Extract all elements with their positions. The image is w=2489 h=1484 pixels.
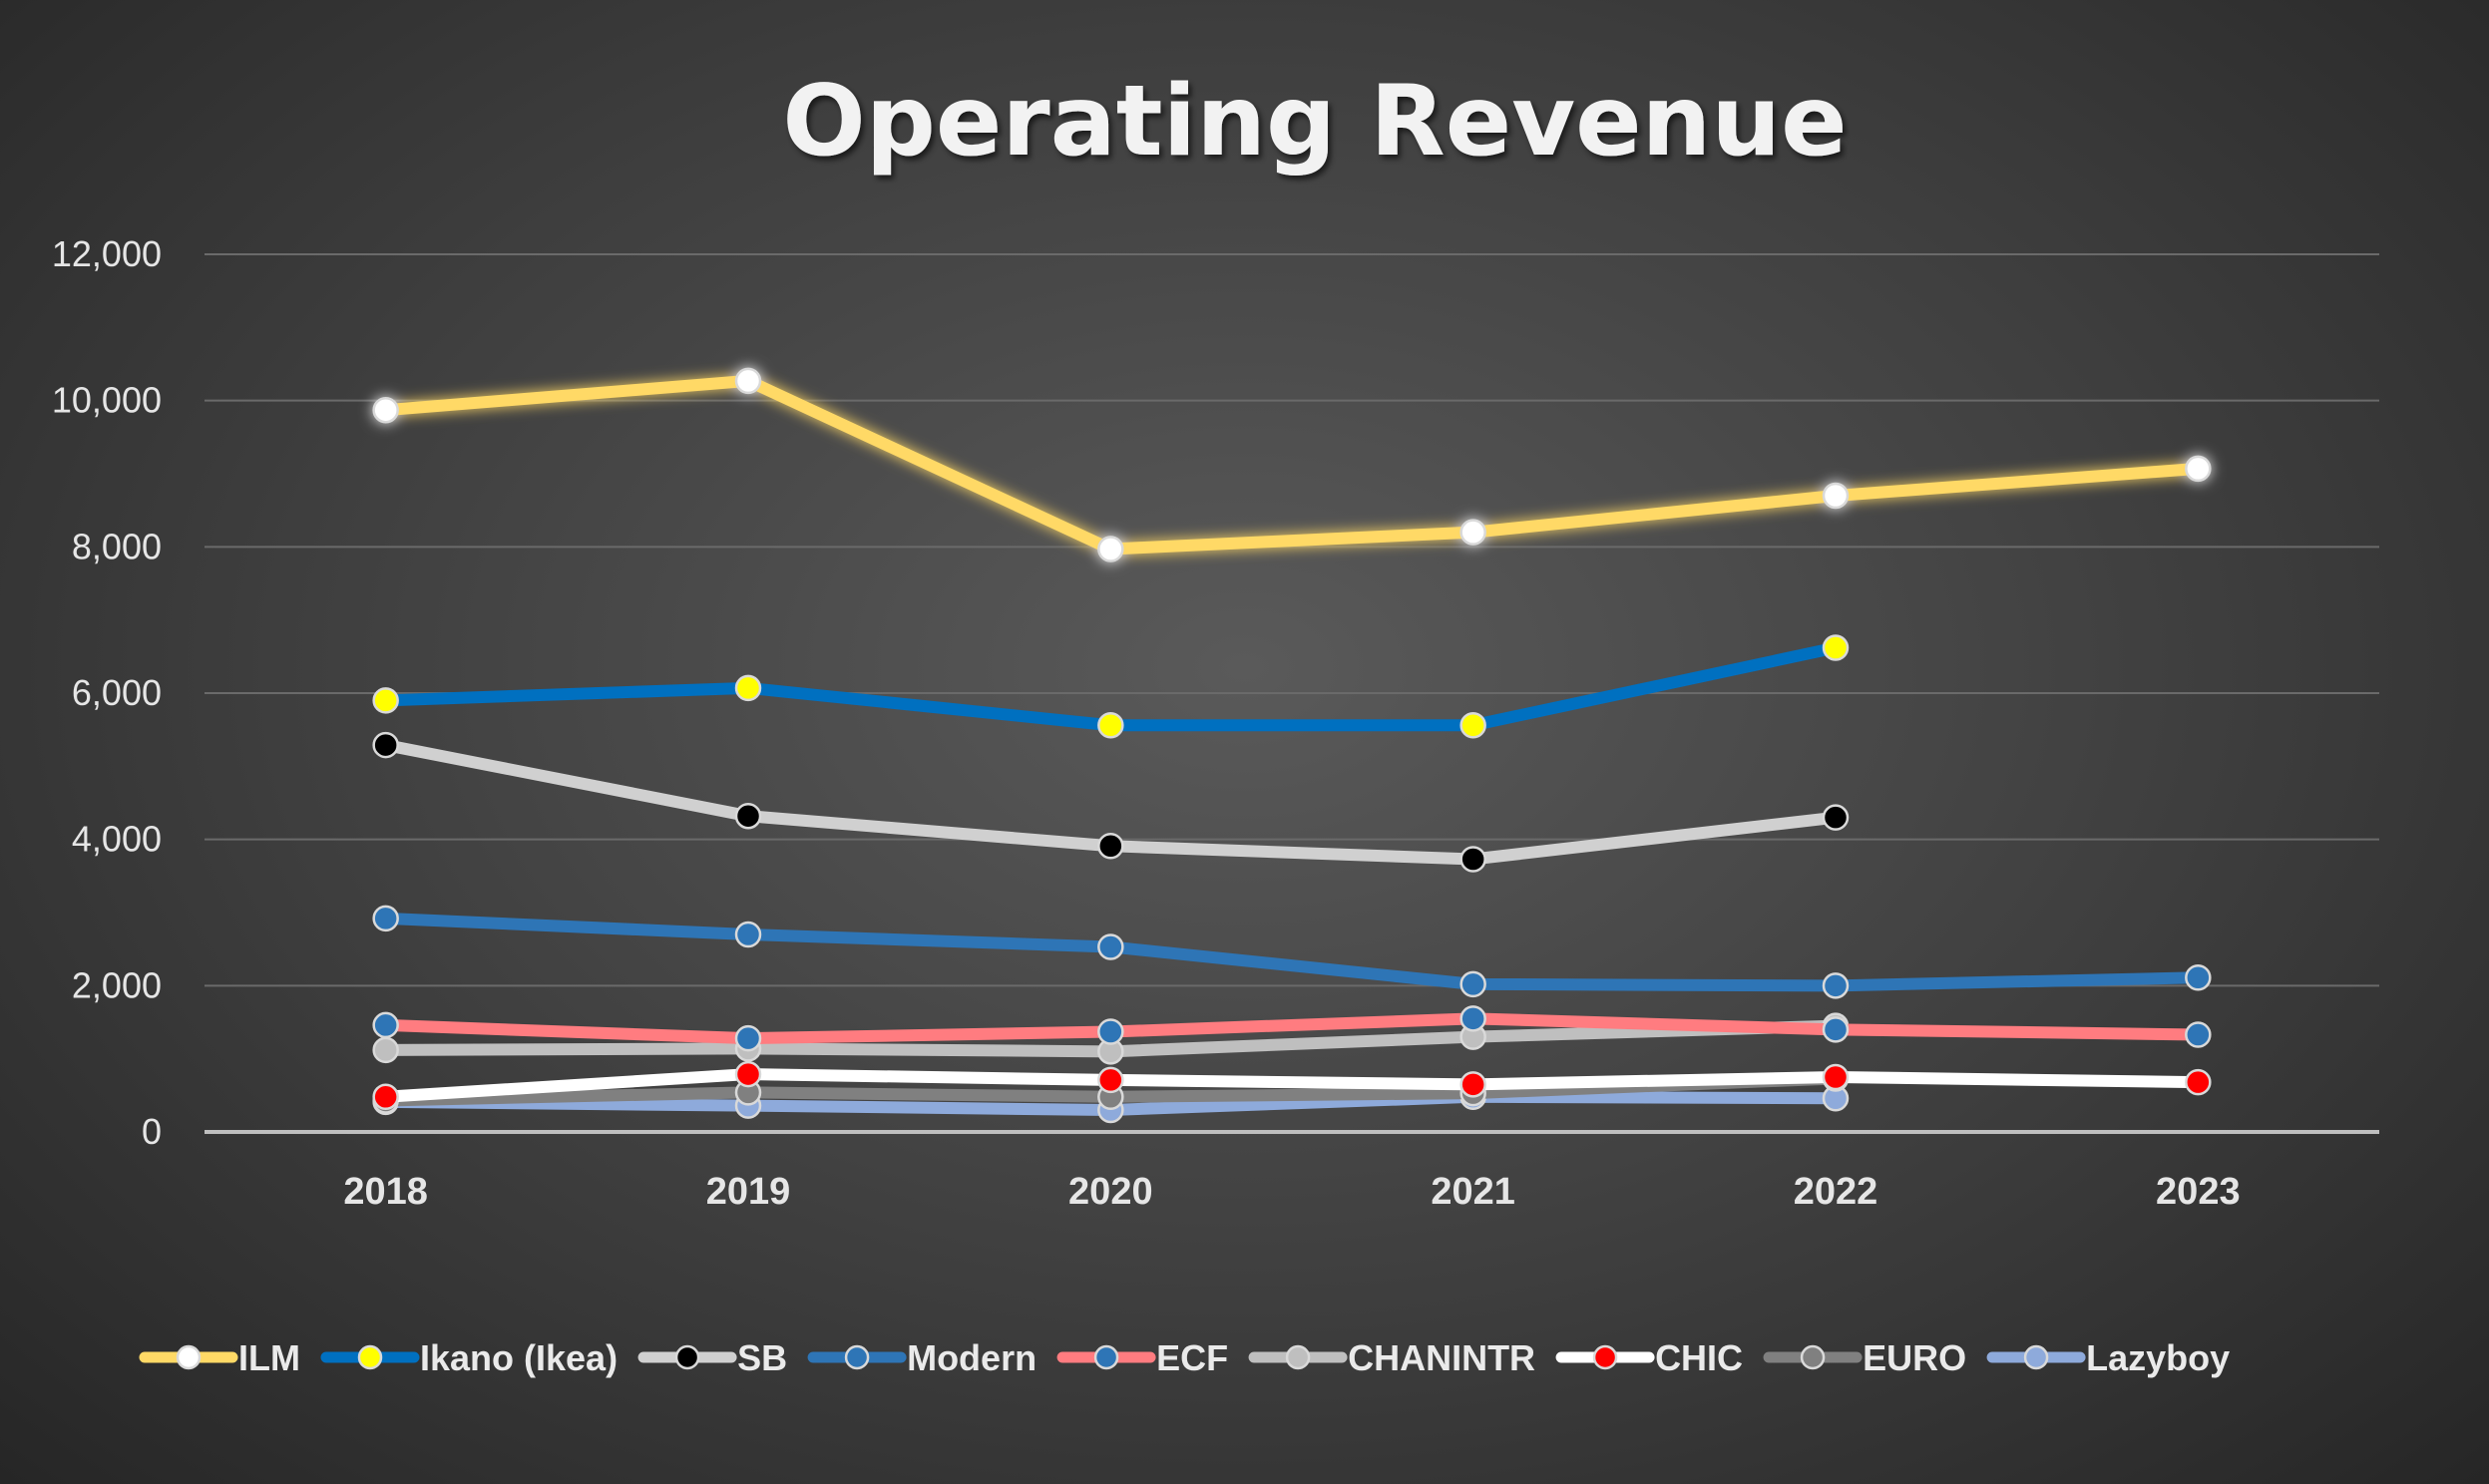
data-point-modern — [734, 921, 762, 948]
data-point-ilm — [1822, 482, 1850, 510]
data-point-ilm — [372, 396, 399, 424]
legend-item-ecf: ECF — [1056, 1337, 1228, 1378]
y-tick-label: 2,000 — [72, 964, 162, 1005]
legend-label: CHANINTR — [1348, 1337, 1535, 1378]
legend-label: EURO — [1863, 1337, 1966, 1378]
x-tick-label: 2018 — [343, 1171, 428, 1213]
data-point-chic — [1822, 1063, 1850, 1091]
data-point-ikano-ikea — [734, 674, 762, 702]
data-point-modern — [372, 905, 399, 932]
y-tick-label: 4,000 — [72, 819, 162, 860]
legend: ILM Ikano (Ikea) SB Modern ECF CHANINTR CHIC EU… — [139, 1337, 2230, 1378]
series-chic — [372, 1060, 2212, 1111]
data-point-ecf — [734, 1024, 762, 1052]
legend-label: Modern — [907, 1337, 1037, 1378]
data-point-ikano-ikea — [1097, 712, 1124, 739]
axes: 0 2,000 4,000 6,000 8,000 10,000 12,000 2018 201… — [52, 233, 2379, 1213]
data-point-chic — [1097, 1066, 1124, 1094]
legend-item-euro: EURO — [1763, 1337, 1966, 1378]
legend-item-sb: SB — [637, 1337, 787, 1378]
data-point-ikano-ikea — [372, 687, 399, 714]
data-point-ikano-ikea — [1459, 712, 1486, 739]
gridlines — [205, 253, 2379, 987]
data-point-modern — [1459, 970, 1486, 998]
legend-swatch-marker — [176, 1344, 202, 1370]
data-point-ilm — [734, 367, 762, 395]
series-modern — [372, 905, 2212, 999]
y-tick-label: 6,000 — [72, 672, 162, 713]
x-tick-label: 2019 — [706, 1171, 791, 1213]
data-point-chic — [1459, 1071, 1486, 1098]
series-line-ilm — [379, 374, 2205, 556]
y-tick-label: 12,000 — [52, 233, 162, 274]
legend-swatch-marker — [1285, 1344, 1311, 1370]
data-point-sb — [1459, 846, 1486, 873]
data-point-modern — [2185, 964, 2212, 991]
series-lines — [372, 367, 2212, 1124]
legend-swatch-marker — [844, 1344, 870, 1370]
data-point-ikano-ikea — [1822, 634, 1850, 661]
legend-label: SB — [737, 1337, 787, 1378]
y-tick-label: 8,000 — [72, 526, 162, 566]
legend-item-lazyboy: Lazyboy — [1986, 1337, 2230, 1378]
data-point-sb — [734, 802, 762, 830]
legend-item-modern: Modern — [807, 1337, 1037, 1378]
legend-item-ikano-ikea: Ikano (Ikea) — [320, 1337, 618, 1378]
legend-swatch-marker — [357, 1344, 383, 1370]
series-line-ecf — [379, 1012, 2205, 1045]
series-ecf — [372, 1005, 2212, 1052]
data-point-chic — [2185, 1068, 2212, 1096]
data-point-chic — [734, 1060, 762, 1088]
series-line-chic — [379, 1068, 2205, 1103]
legend-swatch-marker — [2023, 1344, 2049, 1370]
data-point-chic — [372, 1083, 399, 1111]
data-point-ecf — [1097, 1018, 1124, 1045]
x-tick-label: 2023 — [2156, 1171, 2241, 1213]
y-tick-label: 10,000 — [52, 380, 162, 421]
data-point-ilm — [1459, 519, 1486, 546]
data-point-ilm — [1097, 536, 1124, 562]
x-tick-label: 2022 — [1794, 1171, 1878, 1213]
legend-swatch-marker — [1093, 1344, 1119, 1370]
legend-item-chic: CHIC — [1555, 1337, 1743, 1378]
data-point-sb — [372, 731, 399, 759]
data-point-modern — [1822, 972, 1850, 999]
data-point-sb — [1822, 804, 1850, 831]
x-tick-label: 2021 — [1431, 1171, 1515, 1213]
series-sb — [372, 731, 1850, 873]
legend-swatch-marker — [1800, 1344, 1826, 1370]
series-line-modern — [379, 912, 2205, 992]
data-point-ecf — [372, 1011, 399, 1039]
series-ilm — [372, 367, 2212, 562]
data-point-ilm — [2185, 455, 2212, 483]
legend-label: ILM — [238, 1337, 300, 1378]
legend-label: ECF — [1156, 1337, 1228, 1378]
y-tick-label: 0 — [142, 1111, 162, 1152]
data-point-modern — [1097, 933, 1124, 960]
legend-label: CHIC — [1655, 1337, 1743, 1378]
chart-title: Operating Revenue — [782, 65, 1847, 179]
legend-item-chanintr: CHANINTR — [1248, 1337, 1535, 1378]
series-ikano-ikea — [372, 634, 1850, 739]
legend-swatch-marker — [674, 1344, 700, 1370]
data-point-ecf — [2185, 1021, 2212, 1048]
legend-label: Ikano (Ikea) — [420, 1337, 618, 1378]
x-tick-label: 2020 — [1068, 1171, 1153, 1213]
legend-item-ilm: ILM — [139, 1337, 300, 1378]
data-point-ecf — [1822, 1016, 1850, 1043]
data-point-sb — [1097, 833, 1124, 860]
data-point-chanintr — [372, 1036, 399, 1064]
legend-swatch-marker — [1592, 1344, 1618, 1370]
data-point-ecf — [1459, 1005, 1486, 1032]
legend-label: Lazyboy — [2086, 1337, 2230, 1378]
